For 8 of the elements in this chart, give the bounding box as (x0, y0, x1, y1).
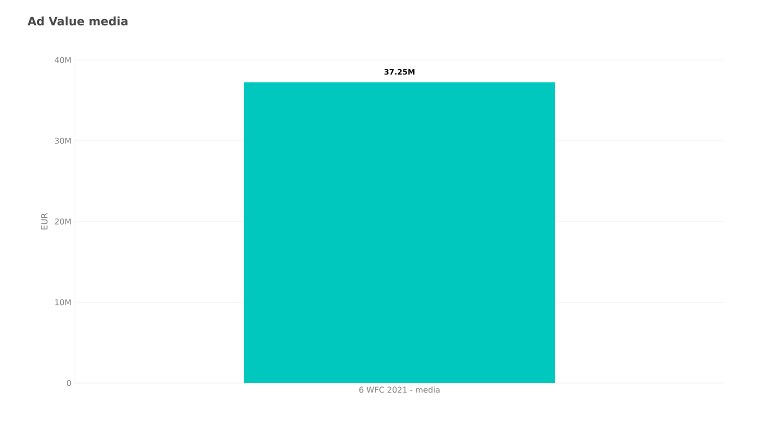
y-tick-label: 10M (55, 299, 71, 306)
y-tick-label: 40M (54, 56, 71, 64)
y-axis-title: EUR (41, 212, 48, 230)
x-tick-label: 6 WFC 2021 - media (359, 386, 440, 393)
y-tick-label: 0 (66, 380, 71, 386)
y-tick-label: 30M (55, 138, 71, 144)
y-tick-label: 20M (54, 218, 71, 225)
chart-title: Ad Value media (28, 16, 128, 26)
